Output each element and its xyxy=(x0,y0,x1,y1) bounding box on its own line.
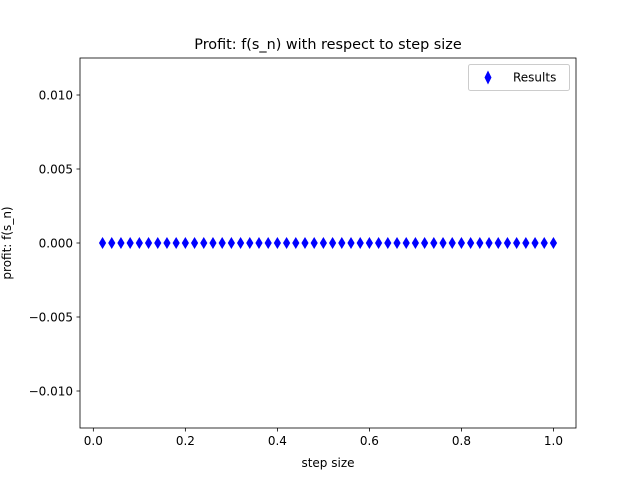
data-point xyxy=(292,237,300,249)
data-point xyxy=(126,237,134,249)
x-axis-label: step size xyxy=(301,456,354,470)
data-point xyxy=(98,237,107,249)
y-tick-label: −0.005 xyxy=(29,311,73,325)
data-point xyxy=(393,237,401,249)
data-point xyxy=(494,237,502,249)
data-point xyxy=(503,237,512,249)
data-point xyxy=(236,237,245,249)
data-point xyxy=(549,237,558,249)
y-tick-label: −0.010 xyxy=(29,385,73,399)
x-tick-label: 0.4 xyxy=(268,434,287,448)
data-point xyxy=(117,237,125,249)
data-point xyxy=(531,237,539,249)
data-point xyxy=(144,237,153,249)
data-point xyxy=(154,237,162,249)
data-point xyxy=(282,237,291,249)
data-point xyxy=(190,237,199,249)
data-point xyxy=(402,237,410,249)
data-point xyxy=(430,237,438,249)
legend-diamond-icon xyxy=(484,70,492,85)
plot-area xyxy=(80,58,576,428)
data-point xyxy=(200,237,208,249)
data-point xyxy=(264,237,272,249)
data-point xyxy=(439,237,447,249)
data-point xyxy=(209,237,217,249)
y-tick-label: 0.000 xyxy=(39,237,73,251)
data-point xyxy=(356,237,364,249)
data-point xyxy=(273,237,281,249)
data-point xyxy=(135,237,143,249)
data-point xyxy=(255,237,263,249)
y-tick-label: 0.010 xyxy=(39,89,73,103)
data-point xyxy=(540,237,548,249)
data-point xyxy=(467,237,475,249)
y-axis-ticks: −0.010 −0.005 0.000 0.005 0.010 xyxy=(29,89,80,399)
data-point xyxy=(347,237,355,249)
data-point xyxy=(384,237,392,249)
data-point xyxy=(329,237,337,249)
y-axis-label: profit: f(s_n) xyxy=(0,206,14,279)
y-tick-label: 0.005 xyxy=(39,163,73,177)
data-point xyxy=(411,237,420,249)
x-tick-label: 0.0 xyxy=(84,434,103,448)
x-axis-ticks: 0.0 0.2 0.4 0.6 0.8 1.0 xyxy=(84,428,563,448)
data-point xyxy=(227,237,235,249)
data-point xyxy=(448,237,456,249)
data-point xyxy=(310,237,318,249)
data-point xyxy=(457,237,466,249)
data-point xyxy=(365,237,374,249)
legend: Results xyxy=(468,64,570,91)
chart-title: Profit: f(s_n) with respect to step size xyxy=(194,37,462,53)
plot-frame xyxy=(79,57,577,429)
data-point xyxy=(522,237,530,249)
x-tick-label: 0.2 xyxy=(176,434,195,448)
x-tick-label: 0.8 xyxy=(452,434,471,448)
data-markers xyxy=(98,237,558,249)
data-point xyxy=(218,237,226,249)
data-point xyxy=(375,237,383,249)
data-point xyxy=(246,237,254,249)
data-point xyxy=(485,237,493,249)
data-point xyxy=(338,237,346,249)
data-point xyxy=(319,237,327,249)
data-point xyxy=(163,237,171,249)
data-point xyxy=(108,237,116,249)
data-point xyxy=(181,237,189,249)
x-tick-label: 0.6 xyxy=(360,434,379,448)
data-point xyxy=(476,237,484,249)
data-point xyxy=(172,237,180,249)
legend-label: Results xyxy=(513,71,556,85)
data-point xyxy=(421,237,429,249)
data-point xyxy=(301,237,309,249)
data-point xyxy=(513,237,521,249)
legend-box xyxy=(468,64,570,91)
x-tick-label: 1.0 xyxy=(544,434,563,448)
